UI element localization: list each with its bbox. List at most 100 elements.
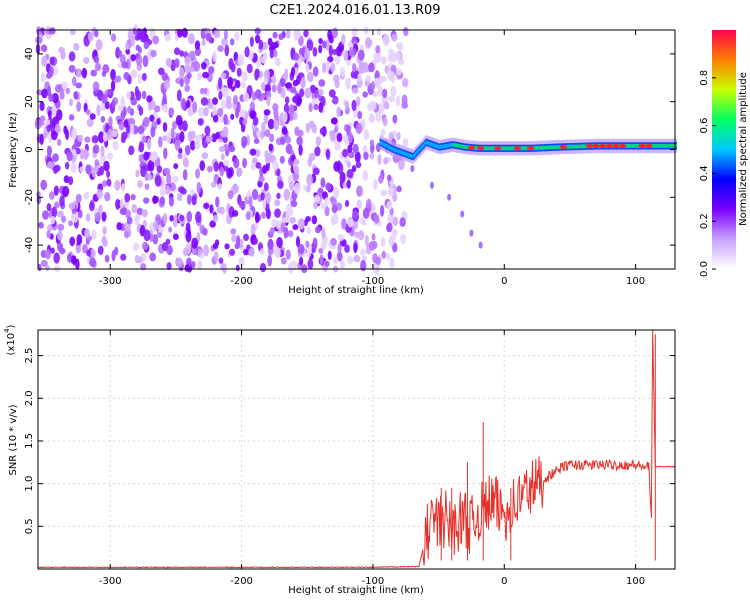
noise-speckle [79,166,85,173]
noise-speckle [246,63,253,74]
noise-speckle [352,143,359,154]
noise-speckle [195,134,202,141]
signal-core [441,144,444,149]
noise-speckle [234,31,240,41]
signal-core [572,144,575,149]
noise-speckle [141,241,149,251]
x-tick-label: -100 [362,576,385,587]
signal-core [671,144,674,148]
noise-speckle [94,212,101,223]
noise-speckle [41,88,48,99]
noise-speckle [75,244,82,254]
noise-speckle [223,29,228,40]
noise-speckle [254,27,261,35]
signal-core [400,150,403,155]
colorbar: 0.0 0.2 0.4 0.6 0.8 Normalized spectral ampl… [699,30,749,277]
noise-speckle [54,201,60,209]
noise-speckle [213,161,219,172]
noise-speckle [101,211,107,222]
noise-speckle [90,69,98,77]
noise-speckle [223,159,229,167]
noise-speckle [124,230,129,239]
noise-speckle [297,243,305,255]
noise-speckle [106,178,112,187]
noise-speckle [191,195,197,206]
noise-speckle [356,185,363,197]
noise-speckle [89,113,96,120]
signal-core [565,144,568,149]
signal-core [523,146,526,151]
noise-speckle [68,220,73,227]
noise-speckle [57,210,64,218]
signal-core [659,144,662,148]
noise-speckle [311,215,318,225]
noise-speckle [318,37,323,45]
noise-speckle [177,152,183,160]
signal-core [652,144,655,148]
noise-speckle [114,76,119,83]
noise-speckle [57,138,62,147]
noise-speckle [121,183,126,192]
signal-core [458,144,461,148]
noise-speckle [379,204,385,217]
secondary-trace-point [410,165,415,173]
signal-core [463,144,466,149]
noise-speckle [258,175,265,183]
secondary-trace-point [447,193,452,201]
noise-speckle [106,170,111,178]
noise-speckle [66,253,72,263]
signal-core [660,144,663,148]
noise-speckle [118,120,125,131]
noise-speckle [351,165,357,173]
noise-speckle [248,195,253,208]
noise-speckle [102,180,108,187]
noise-speckle [306,71,314,83]
noise-speckle [304,87,312,99]
noise-speckle [285,210,291,219]
noise-speckle [373,178,378,191]
noise-speckle [263,109,271,116]
noise-speckle [142,116,150,127]
noise-speckle [313,103,319,111]
signal-core [397,149,400,154]
noise-speckle [268,143,273,152]
noise-speckle [196,181,202,194]
noise-speckle [68,51,76,62]
noise-speckle [366,39,373,47]
noise-speckle [94,30,99,38]
noise-speckle [285,135,291,144]
noise-speckle [313,167,320,175]
noise-speckle [369,152,375,160]
colorbar-tick-label: 0.2 [699,213,710,229]
noise-speckle [378,174,384,184]
noise-speckle [194,141,201,150]
colorbar-tick-label: 0.8 [699,70,710,86]
noise-speckle [321,40,327,49]
y-tick-label: 1.5 [24,433,35,449]
snr-series-line [37,330,676,569]
noise-speckle [292,112,298,121]
noise-speckle [238,256,245,267]
noise-speckle [99,165,105,176]
noise-speckle [182,158,190,168]
signal-core [500,146,503,151]
noise-speckle [182,168,188,181]
noise-speckle [243,248,249,256]
noise-speckle [103,160,110,172]
noise-speckle [383,101,390,110]
signal-core [558,145,561,149]
noise-speckle [110,68,116,81]
noise-speckle [375,111,382,122]
noise-speckle [149,252,157,262]
noise-speckle [309,84,317,94]
noise-speckle [339,260,346,269]
noise-speckle [114,179,121,191]
noise-speckle [286,28,291,39]
noise-speckle [293,29,299,42]
signal-core [453,143,456,147]
noise-speckle [299,88,305,98]
noise-speckle [255,211,260,222]
noise-speckle [255,68,260,79]
noise-speckle [327,250,332,260]
